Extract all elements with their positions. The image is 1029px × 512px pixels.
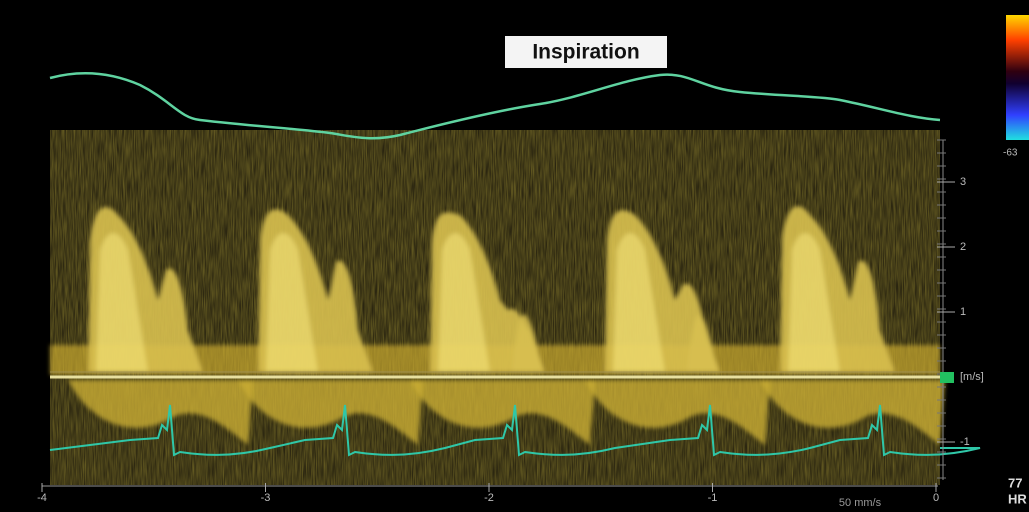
velocity-unit: [m/s] [960,371,984,383]
velocity-tick-label: -1 [960,436,970,448]
baseline-marker [940,372,954,383]
page: Inspiration 3 2 1 -1 [m/s] -4 -3 -2 -1 0 50 mm/… [0,0,1029,507]
heart-rate-label: HR [1008,491,1027,506]
heart-rate-value: 77 [1008,475,1022,490]
color-scale-label: -63 [1003,148,1018,159]
sweep-speed: 50 mm/s [839,497,882,507]
color-bar [1006,15,1029,140]
ultrasound-screen: Inspiration 3 2 1 -1 [m/s] -4 -3 -2 -1 0 50 mm/… [0,0,1029,507]
velocity-tick-label: 2 [960,241,966,253]
inspiration-label: Inspiration [532,41,639,64]
time-tick-label: -1 [708,492,718,504]
velocity-tick-label: 3 [960,176,966,188]
time-tick-label: -4 [37,492,47,504]
velocity-tick-label: 1 [960,306,966,318]
time-tick-label: -2 [484,492,494,504]
time-tick-label: 0 [933,492,939,504]
time-tick-label: -3 [261,492,271,504]
